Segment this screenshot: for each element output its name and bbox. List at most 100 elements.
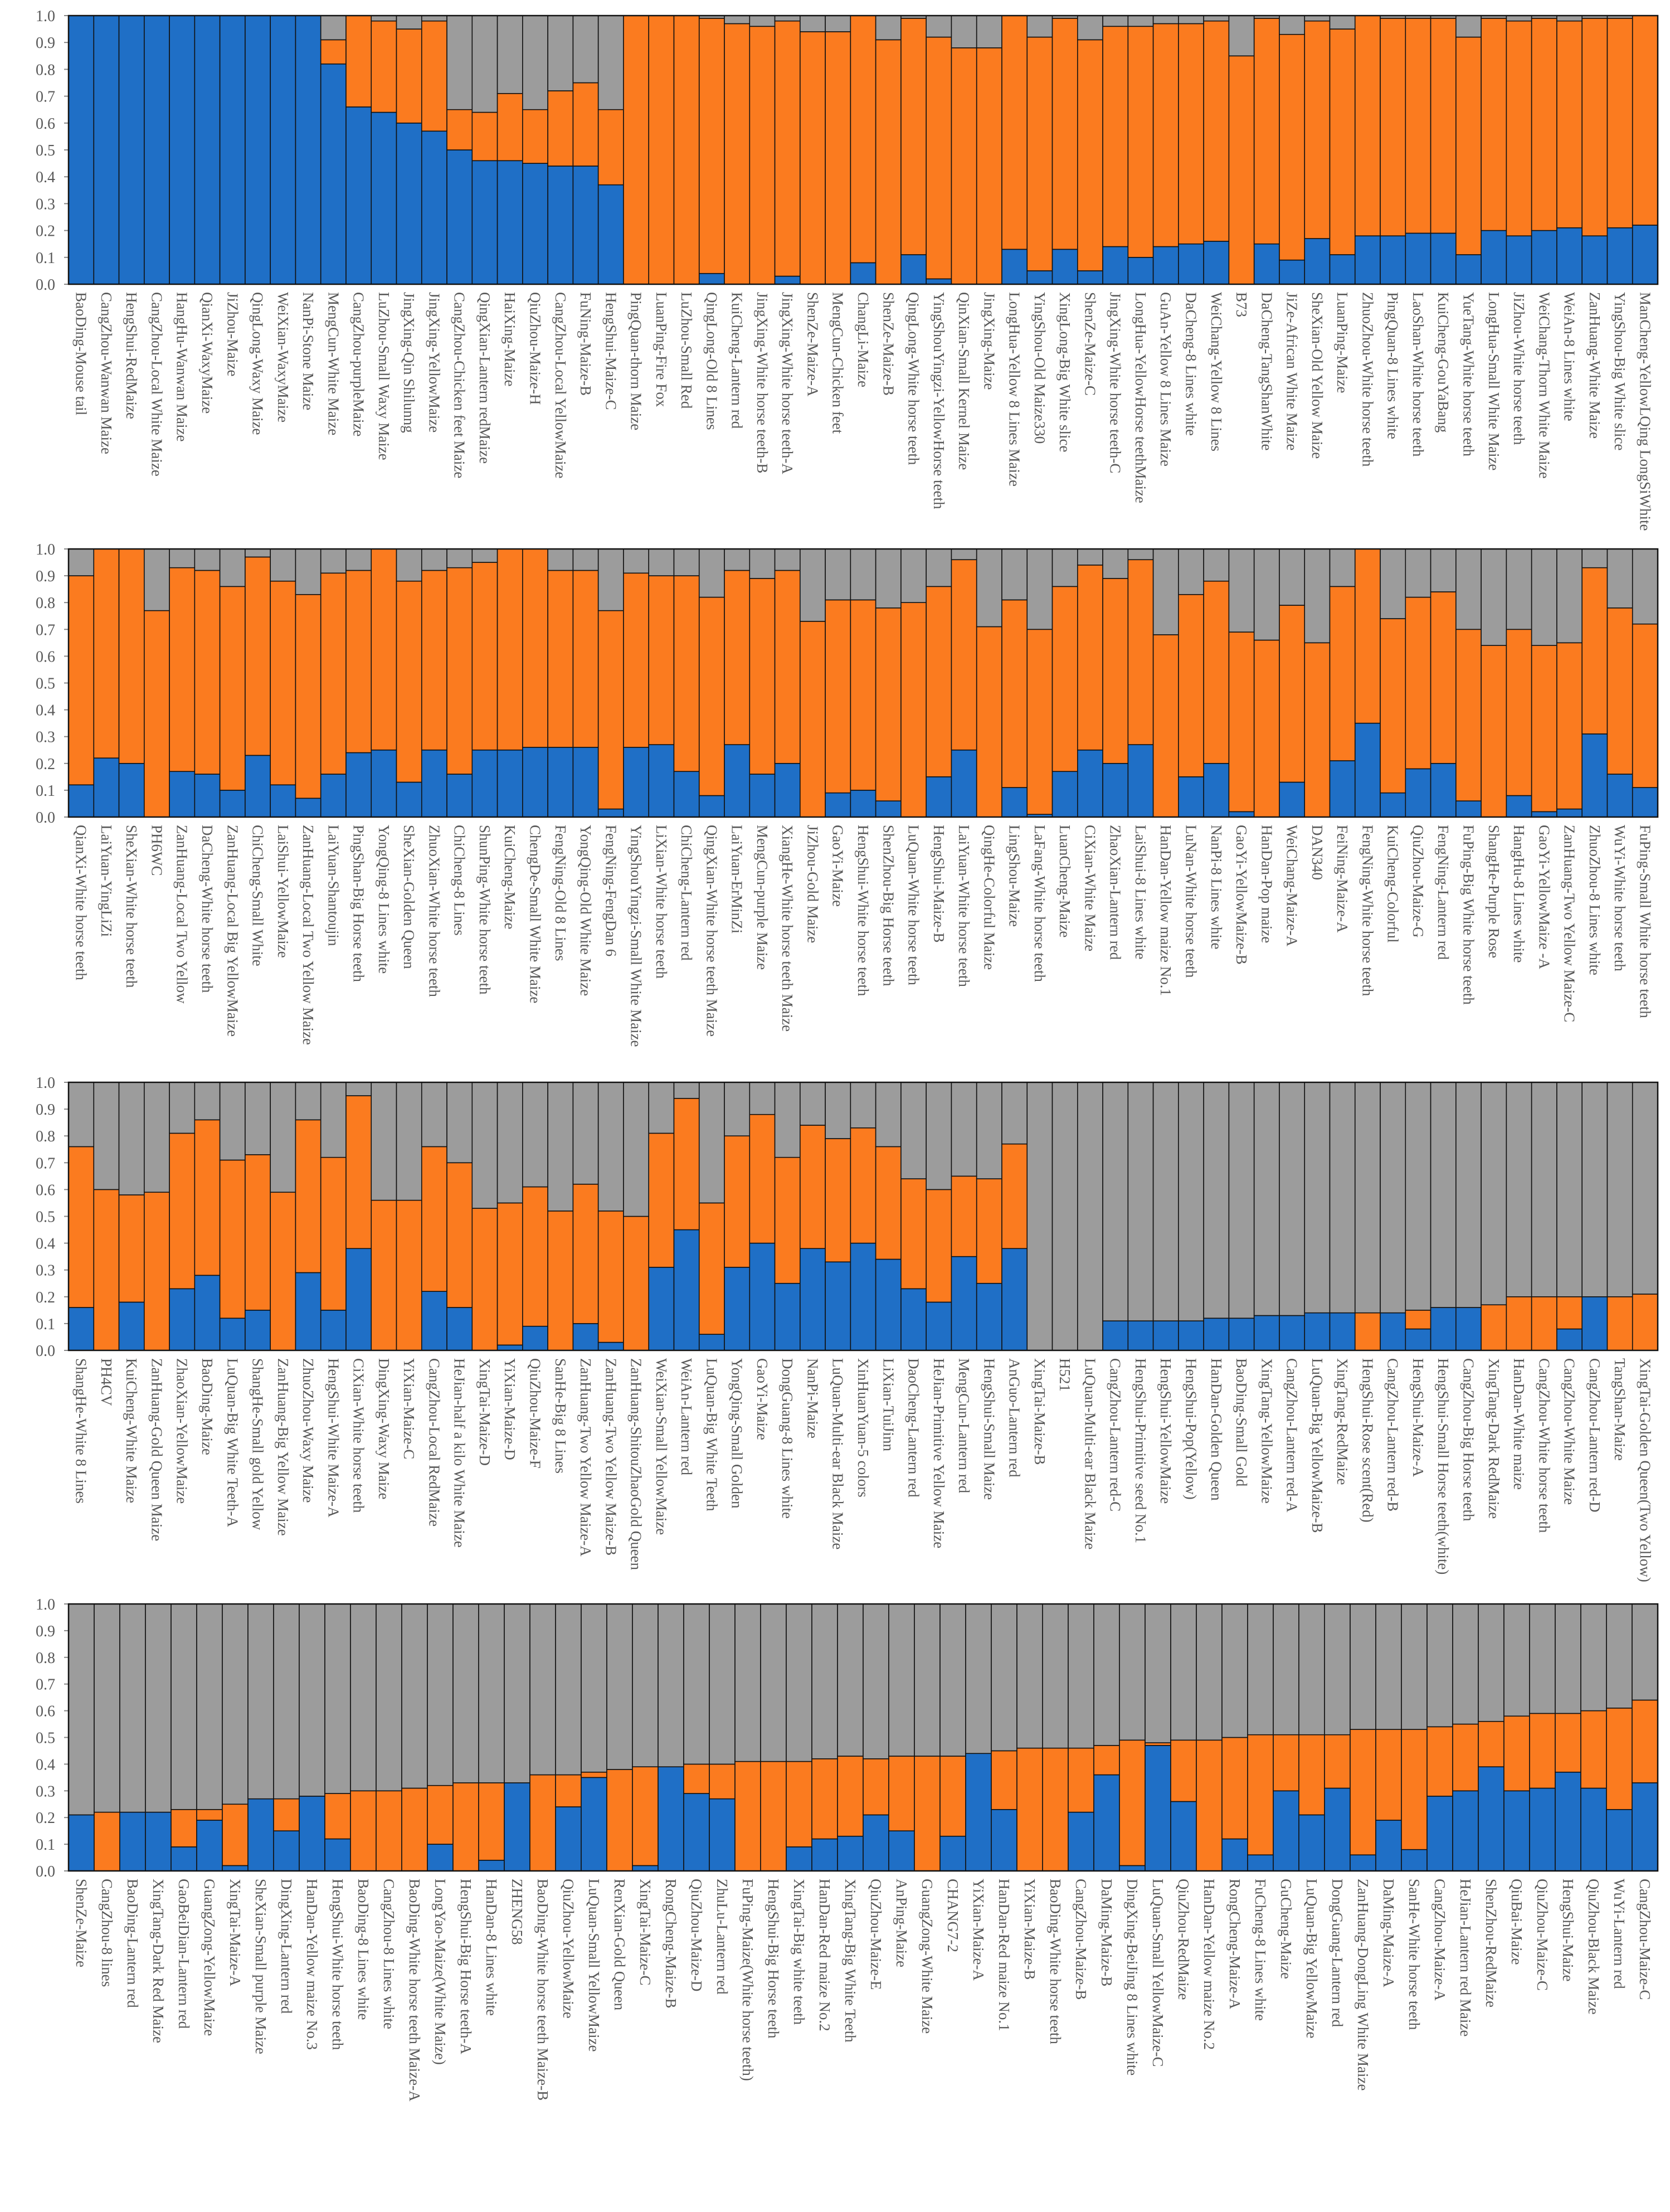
bar-segment-orange xyxy=(547,570,574,748)
x-tick-label: ShenZe-Maize xyxy=(73,1879,90,1967)
bar-segment-blue xyxy=(547,747,574,818)
bar-segment-gray xyxy=(1001,548,1028,601)
bar-segment-blue xyxy=(1119,1865,1146,1871)
bar-segment-orange xyxy=(709,1763,736,1800)
bar-segment-orange xyxy=(1405,18,1432,234)
bar-segment-gray xyxy=(219,548,246,587)
x-tick-label: HengShui-White Maize-A xyxy=(325,1358,342,1518)
x-tick-label: XingTang-YellowMaize xyxy=(1258,1358,1275,1504)
x-tick-label: DongGuang-8 Lines white xyxy=(779,1358,796,1519)
bar-segment-orange xyxy=(900,1178,927,1290)
bar-segment-blue xyxy=(1068,1811,1094,1871)
bar-segment-gray xyxy=(683,1603,710,1765)
bar-segment-gray xyxy=(1606,548,1633,609)
x-tick-label: CangZhou-Local YellowMaize xyxy=(552,292,569,478)
bar-segment-blue xyxy=(219,790,246,818)
bar-segment-gray xyxy=(774,548,801,571)
bar-segment-gray xyxy=(295,1082,322,1121)
x-tick-label: LuQuan-Big White Teeth-A xyxy=(224,1358,241,1528)
bar-segment-gray xyxy=(1102,548,1129,579)
x-tick-label: HengShui-Big Horse teeth xyxy=(765,1879,782,2039)
bar-segment-blue xyxy=(965,1753,992,1871)
bar-segment-gray xyxy=(1273,1603,1299,1735)
bar-segment-blue xyxy=(850,790,877,818)
bar-segment-gray xyxy=(632,1603,659,1767)
x-tick-label: YongQing-8 Lines white xyxy=(376,825,392,974)
bar-segment-orange xyxy=(951,559,977,751)
x-tick-label: SheXian-Old Yellow Maize xyxy=(1309,292,1326,459)
bar-segment-gray xyxy=(1051,1082,1078,1351)
x-tick-label: BaoDing-White horse teeth xyxy=(1047,1879,1064,2044)
bar-segment-blue xyxy=(245,15,271,285)
y-tick-label: 0.8 xyxy=(36,1650,55,1667)
x-tick-label: ZhaoXian-Lantern red xyxy=(1107,825,1124,960)
y-tick-label: 0.2 xyxy=(36,1810,55,1827)
x-tick-label: XingTai-Big white teeth xyxy=(791,1879,807,2025)
bar-segment-gray xyxy=(800,1082,826,1126)
x-tick-label: RongCheng-Maize-B xyxy=(663,1879,679,2008)
bar-segment-orange xyxy=(427,1785,454,1845)
bar-segment-gray xyxy=(324,1603,351,1794)
x-tick-label: ChengDe-Small White Maize xyxy=(527,825,543,1003)
bar-segment-blue xyxy=(345,752,372,818)
x-tick-label: QingXian-Lantern redMaize xyxy=(476,292,493,464)
bar-segment-blue xyxy=(118,763,145,818)
bar-segment-gray xyxy=(421,548,447,571)
x-tick-label: LaiYuan-ErMinZi xyxy=(729,825,746,934)
bar-segment-gray xyxy=(496,1082,523,1204)
bar-segment-orange xyxy=(648,1132,675,1268)
x-tick-label: GuCheng-Maize xyxy=(1278,1879,1294,1979)
bar-segment-orange xyxy=(825,31,851,285)
bar-segment-gray xyxy=(673,1082,700,1099)
bar-segment-blue xyxy=(900,1288,927,1351)
bar-segment-gray xyxy=(1478,1603,1505,1722)
bar-segment-orange xyxy=(1354,1312,1381,1351)
bar-segment-orange xyxy=(760,1761,787,1871)
bar-segment-orange xyxy=(529,1774,556,1871)
x-tick-label: SheXian-Golden Queen xyxy=(401,825,417,969)
x-tick-label: HanDan-Yellow maize No.1 xyxy=(1157,825,1174,996)
bar-segment-orange xyxy=(1632,623,1658,788)
bar-segment-orange xyxy=(194,1119,221,1276)
x-tick-label: BaoDing-8 Lines white xyxy=(355,1879,372,2020)
bar-segment-gray xyxy=(1247,1603,1274,1735)
bar-segment-gray xyxy=(1228,548,1255,633)
bar-segment-orange xyxy=(1279,605,1306,783)
bar-segment-orange xyxy=(1178,594,1204,777)
x-tick-label: CangZhou-Lantern red-C xyxy=(1107,1358,1124,1511)
x-tick-label: SanHe-White horse teeth xyxy=(1406,1879,1423,2030)
bar-segment-blue xyxy=(749,1242,776,1351)
bar-segment-orange xyxy=(446,109,473,150)
bar-segment-gray xyxy=(1304,15,1331,22)
bar-segment-blue xyxy=(572,1323,599,1351)
bar-segment-orange xyxy=(1632,1294,1658,1351)
bar-segment-gray xyxy=(1430,548,1457,592)
bar-segment-orange xyxy=(396,580,422,783)
bar-segment-gray xyxy=(951,548,977,561)
bar-segment-gray xyxy=(1203,548,1230,582)
x-tick-label: JingXing-White horse teeth-B xyxy=(754,292,771,473)
x-tick-label: QiuZhou-RedMaize xyxy=(1175,1879,1192,2000)
plot-frame xyxy=(67,1603,1659,1872)
bar-segment-orange xyxy=(196,1809,223,1821)
bar-segment-blue xyxy=(658,1766,684,1871)
x-tick-label: MengCun-Lantern red xyxy=(956,1358,972,1494)
bar-segment-blue xyxy=(1001,1248,1028,1351)
bar-segment-orange xyxy=(144,610,170,818)
x-tick-label: KuiCheng-Colorful xyxy=(1385,825,1401,942)
bar-segment-gray xyxy=(522,15,548,110)
bar-segment-orange xyxy=(1555,1713,1581,1773)
bar-segment-gray xyxy=(1178,548,1204,595)
bar-segment-orange xyxy=(749,1114,776,1244)
x-tick-label: HaiXing-Maize xyxy=(502,292,518,386)
bar-segment-gray xyxy=(194,1082,221,1121)
bar-segment-blue xyxy=(1279,259,1306,285)
bar-segment-blue xyxy=(850,1242,877,1351)
x-tick-label: FengNing-Lantern red xyxy=(1435,825,1452,960)
bar-segment-orange xyxy=(1221,1737,1248,1840)
bar-segment-orange xyxy=(345,570,372,753)
x-tick-label: ChangLi-Maize xyxy=(855,292,871,387)
x-tick-label: QianXi-WaxyMaize xyxy=(199,292,216,414)
bar-segment-blue xyxy=(118,1301,145,1351)
x-tick-label: JiZhou-White horse teeth xyxy=(1511,292,1527,445)
